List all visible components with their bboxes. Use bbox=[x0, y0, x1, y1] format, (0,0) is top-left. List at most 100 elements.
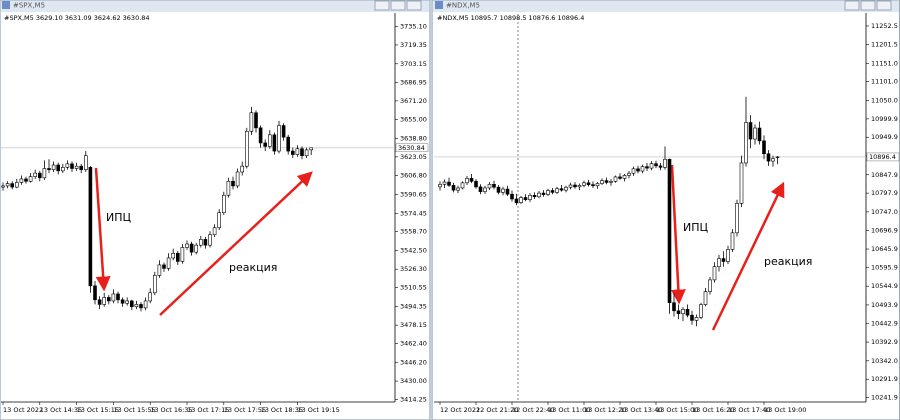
arrow bbox=[711, 181, 785, 331]
x-tick-label: 12 Oct 22:40 bbox=[512, 406, 554, 414]
candle-body bbox=[56, 164, 61, 172]
y-tick-label: 11101.0 bbox=[871, 78, 898, 86]
window-icon bbox=[2, 1, 10, 9]
candle-body bbox=[47, 168, 51, 170]
candle-body bbox=[438, 183, 442, 188]
candle-body bbox=[295, 148, 300, 155]
candle-body bbox=[591, 184, 595, 187]
x-tick-label: 13 Oct 11:00 bbox=[548, 406, 590, 414]
candle-body bbox=[667, 158, 672, 304]
chart-header: #NDX,M5 10895.7 10898.5 10876.6 10896.4 bbox=[437, 14, 584, 22]
candle-body bbox=[231, 180, 235, 187]
candle-body bbox=[487, 183, 492, 189]
x-tick-label: 13 Oct 19:00 bbox=[764, 406, 806, 414]
candle-body bbox=[528, 195, 532, 201]
x-tick-label: 13 Oct 17:40 bbox=[728, 406, 770, 414]
y-tick-label: 3494.35 bbox=[400, 302, 427, 310]
window-icon bbox=[435, 1, 443, 9]
candle-body bbox=[148, 292, 152, 302]
window-title: #SPX,M5 bbox=[13, 2, 45, 10]
y-tick-label: 11252.5 bbox=[871, 22, 898, 30]
y-tick-label: 10493.9 bbox=[871, 301, 898, 309]
last-price-box bbox=[395, 143, 429, 153]
candle-body bbox=[496, 186, 501, 193]
candle-body bbox=[208, 234, 212, 246]
candle-body bbox=[523, 197, 528, 201]
candle-body bbox=[771, 158, 775, 162]
candle-body bbox=[699, 304, 703, 318]
candle-body bbox=[672, 302, 676, 312]
window-title: #NDX,M5 bbox=[446, 2, 480, 10]
last-price-label: 3630.84 bbox=[398, 144, 425, 152]
maximize-button[interactable] bbox=[390, 0, 406, 11]
y-tick-label: 10747.0 bbox=[871, 208, 898, 216]
candle-body bbox=[730, 232, 735, 250]
candle-body bbox=[483, 187, 487, 192]
y-tick-label: 10595.9 bbox=[871, 263, 898, 271]
maximize-button[interactable] bbox=[860, 0, 876, 11]
y-tick-label: 10949.9 bbox=[871, 133, 898, 141]
x-tick-label: 13 Oct 16:35 bbox=[150, 406, 192, 414]
candle-body bbox=[568, 184, 573, 188]
y-tick-label: 3542.50 bbox=[400, 246, 427, 254]
candle-body bbox=[631, 168, 636, 174]
candle-body bbox=[93, 285, 97, 301]
candle-body bbox=[134, 304, 139, 308]
candle-body bbox=[102, 297, 106, 305]
candle-body bbox=[762, 140, 766, 155]
window: #SPX,M5 #SPX,M5 3629.10 3631.09 3624.62 … bbox=[0, 0, 431, 420]
candle-body bbox=[492, 183, 496, 188]
candle-body bbox=[636, 168, 640, 172]
y-tick-label: 3655.00 bbox=[400, 116, 427, 124]
y-tick-label: 3574.45 bbox=[400, 209, 427, 217]
y-tick-label: 10797.9 bbox=[871, 189, 898, 197]
candle-body bbox=[456, 187, 460, 191]
candle-body bbox=[658, 165, 663, 168]
annotation: реакция bbox=[229, 261, 277, 274]
close-button[interactable] bbox=[876, 0, 892, 11]
y-tick-label: 10291.9 bbox=[871, 375, 898, 383]
minimize-button[interactable] bbox=[374, 0, 390, 11]
candle-body bbox=[10, 183, 14, 188]
candle-body bbox=[300, 148, 304, 157]
candle-body bbox=[180, 247, 185, 262]
close-button[interactable] bbox=[406, 0, 422, 11]
candle-body bbox=[775, 156, 780, 158]
candle-body bbox=[24, 178, 28, 182]
candle-body bbox=[226, 180, 231, 196]
minimize-button[interactable] bbox=[844, 0, 860, 11]
y-tick-label: 10544.9 bbox=[871, 282, 898, 290]
candle-body bbox=[465, 178, 469, 184]
candle-body bbox=[5, 183, 10, 187]
candle-body bbox=[726, 249, 730, 262]
candle-body bbox=[676, 310, 681, 315]
candle-body bbox=[721, 258, 726, 262]
candle-body bbox=[685, 309, 690, 316]
y-tick-label: 3462.40 bbox=[400, 339, 427, 347]
candle-body bbox=[564, 186, 568, 191]
candle-body bbox=[478, 186, 483, 192]
candle-body bbox=[600, 180, 604, 184]
candle-body bbox=[1, 185, 5, 188]
x-tick-label: 13 Oct 12:20 bbox=[584, 406, 626, 414]
candle-body bbox=[125, 300, 129, 304]
arrow bbox=[159, 171, 313, 316]
candle-body bbox=[582, 182, 586, 186]
candle-body bbox=[537, 192, 541, 198]
candle-body bbox=[739, 162, 744, 204]
candle-body bbox=[460, 182, 465, 189]
candle-body bbox=[451, 185, 456, 191]
y-tick-label: 3478.15 bbox=[400, 321, 427, 329]
x-tick-label: 12 Oct 21:20 bbox=[476, 406, 518, 414]
candle-body bbox=[79, 165, 83, 170]
candle-body bbox=[254, 112, 258, 129]
candle-body bbox=[627, 172, 631, 176]
candle-body bbox=[157, 264, 162, 276]
candle-body bbox=[550, 190, 555, 193]
candle-body bbox=[304, 149, 309, 157]
candle-body bbox=[744, 122, 748, 164]
candle-body bbox=[290, 150, 295, 155]
candle-body bbox=[447, 181, 451, 186]
y-tick-label: 11050.0 bbox=[871, 96, 898, 104]
